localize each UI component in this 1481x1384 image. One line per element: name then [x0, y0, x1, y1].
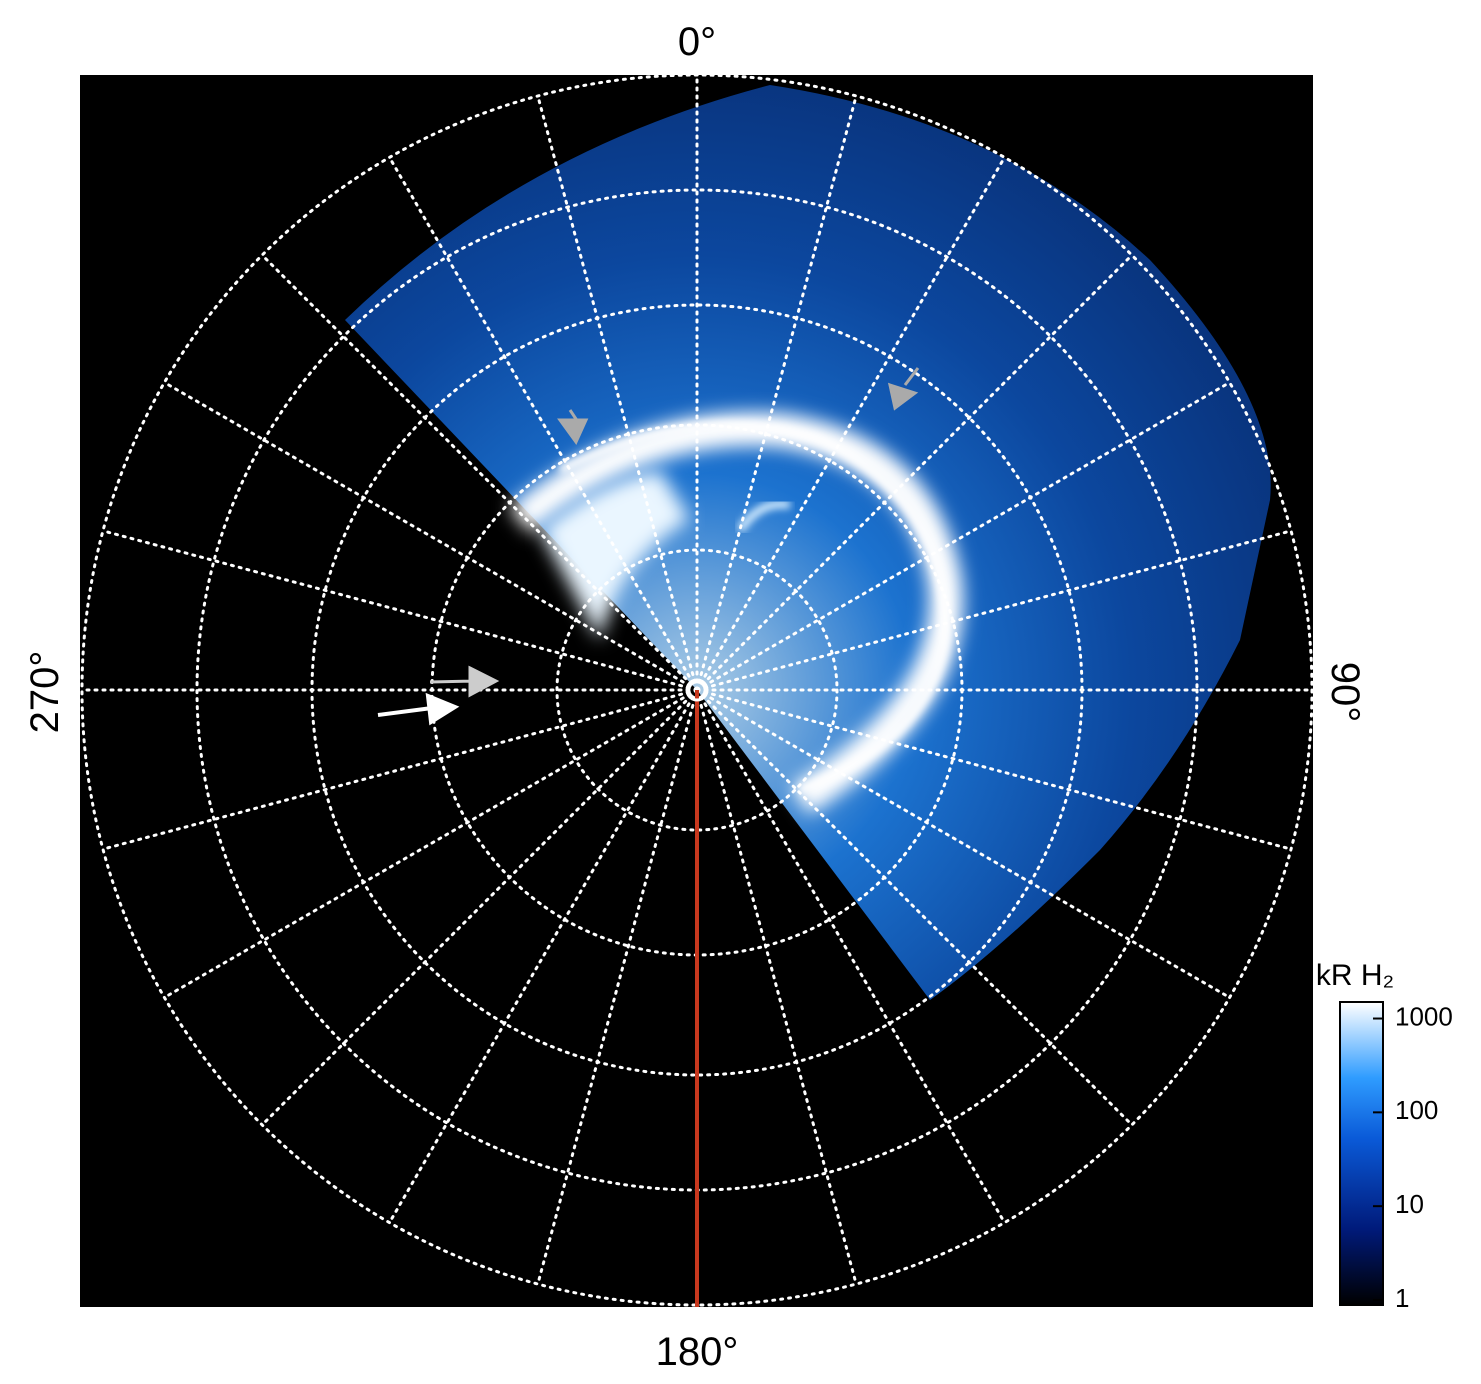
- colorbar-tick-label: 100: [1395, 1095, 1438, 1125]
- grid-spoke: [162, 688, 699, 999]
- angle-label: 270°: [23, 651, 67, 734]
- angle-label: 0°: [678, 20, 716, 64]
- grid-spoke: [695, 688, 1232, 999]
- colorbar-tick-label: 1: [1395, 1283, 1409, 1313]
- angle-label: 180°: [656, 1330, 739, 1374]
- grid-spoke: [260, 253, 699, 692]
- grid-spoke: [695, 688, 1293, 851]
- grid-circle: [555, 548, 839, 832]
- grid-circle: [80, 73, 1314, 1307]
- angle-label: 90°: [1323, 662, 1367, 723]
- colorbar-title: kR H₂: [1316, 959, 1394, 992]
- grid-spoke: [695, 529, 1293, 692]
- grid-spoke: [695, 253, 1134, 692]
- auroral-bright-region: [540, 470, 690, 640]
- gray-arrow: [887, 367, 920, 411]
- auroral-feature: [736, 500, 791, 533]
- grid-spoke: [536, 94, 699, 692]
- auroral-oval: [557, 420, 950, 795]
- colorbar: [1339, 1001, 1384, 1306]
- aurora-coverage: [345, 85, 1271, 1000]
- grid-spoke: [695, 94, 858, 692]
- grid-spoke: [536, 688, 699, 1286]
- grid-spoke: [695, 155, 1006, 692]
- grid-spoke: [101, 688, 699, 851]
- grid-spoke: [695, 688, 1006, 1225]
- colorbar-tick-label: 10: [1395, 1189, 1424, 1219]
- grid-spoke: [388, 688, 699, 1225]
- pole-marker: [685, 678, 709, 702]
- colorbar-tick-label: 1000: [1395, 1001, 1453, 1031]
- colorbar-ticks: 1 10 100 1000: [1373, 1001, 1453, 1313]
- auroral-oval-glow: [509, 412, 964, 815]
- grid-spoke: [260, 688, 699, 1127]
- grid-spoke: [162, 381, 699, 692]
- grid-spoke: [388, 155, 699, 692]
- gray-arrow: [429, 665, 500, 698]
- grid-spoke: [695, 381, 1232, 692]
- gray-arrow: [557, 409, 589, 445]
- grid-spoke: [695, 688, 1134, 1127]
- arrows: [377, 367, 920, 726]
- white-arrow: [377, 692, 460, 726]
- grid-spoke: [695, 688, 858, 1286]
- grid-spoke: [101, 529, 699, 692]
